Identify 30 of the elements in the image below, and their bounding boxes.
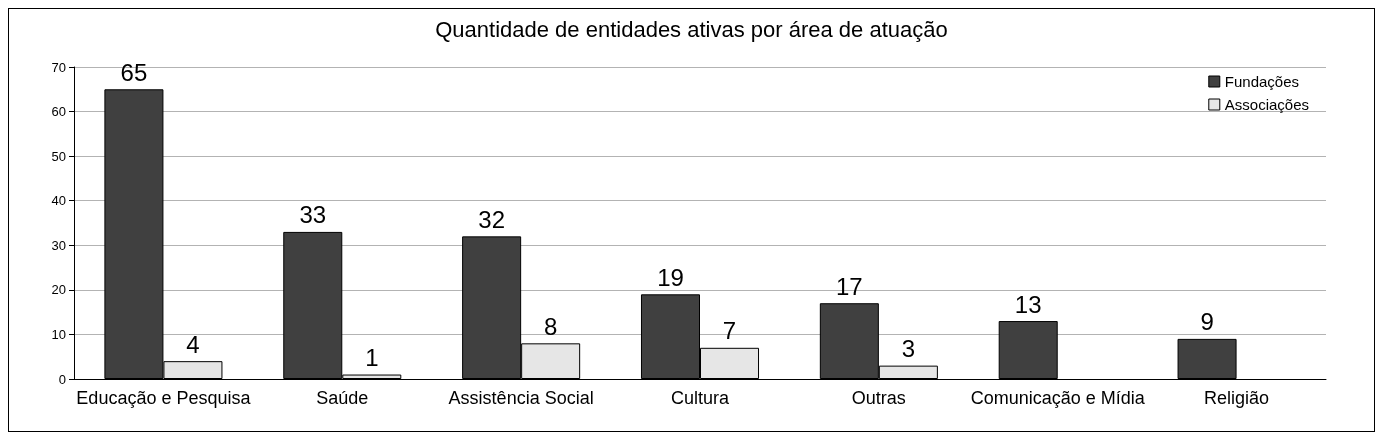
data-label: 19 (657, 263, 684, 291)
data-label: 7 (722, 317, 737, 345)
legend-label: Fundações (1224, 73, 1300, 90)
x-tick-label: Saúde (316, 388, 369, 408)
y-tick-label: 40 (51, 193, 66, 209)
x-tick-label: Educação e Pesquisa (76, 388, 252, 408)
data-label: 4 (186, 330, 200, 358)
y-tick-label: 20 (51, 282, 66, 298)
data-label: 1 (365, 344, 379, 372)
data-label: 33 (299, 201, 327, 229)
x-tick-label: Cultura (670, 388, 730, 408)
y-tick-label: 50 (51, 148, 66, 164)
legend-label: Associações (1224, 96, 1310, 113)
data-label: 3 (901, 335, 916, 363)
chart-title: Quantidade de entidades ativas por área de atuação (435, 16, 948, 42)
y-tick-label: 70 (51, 59, 66, 75)
data-label: 65 (120, 58, 148, 86)
y-tick-label: 10 (51, 326, 66, 342)
y-tick-label: 60 (51, 104, 66, 120)
data-label: 32 (478, 205, 505, 233)
data-label: 13 (1014, 290, 1042, 318)
x-tick-label: Assistência Social (448, 388, 594, 408)
data-label: 17 (835, 272, 863, 300)
x-tick-label: Religião (1204, 388, 1270, 408)
y-tick-label: 0 (58, 371, 66, 387)
data-label: 8 (543, 312, 558, 340)
y-tick-label: 30 (51, 237, 66, 253)
x-tick-label: Comunicação e Mídia (970, 388, 1146, 408)
x-tick-label: Outras (851, 388, 906, 408)
data-label: 9 (1200, 308, 1214, 336)
